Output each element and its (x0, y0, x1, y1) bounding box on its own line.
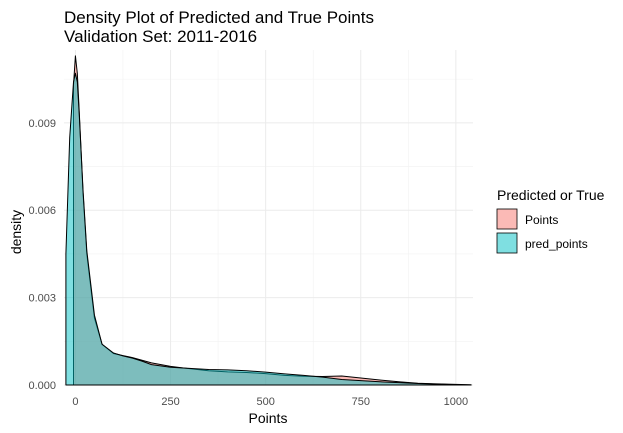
x-tick-label: 750 (352, 396, 370, 408)
y-tick-label: 0.000 (28, 380, 56, 392)
legend-label-points: Points (525, 213, 558, 227)
legend-title: Predicted or True (497, 187, 605, 203)
plot-grid (64, 50, 473, 386)
density-area-points (73, 55, 472, 386)
chart-title: Density Plot of Predicted and True Point… (64, 8, 374, 27)
legend-key-points (496, 208, 518, 230)
x-axis-title: Points (249, 410, 288, 426)
x-tick-label: 1000 (444, 396, 468, 408)
y-tick-label: 0.009 (28, 118, 56, 130)
y-axis-title: density (8, 210, 24, 254)
legend-key-pred-points (496, 232, 518, 254)
chart-subtitle: Validation Set: 2011-2016 (64, 27, 257, 46)
x-axis-ticks: 0 250 500 750 1000 (72, 396, 468, 408)
y-axis-ticks: 0.000 0.003 0.006 0.009 (28, 118, 56, 392)
x-tick-label: 250 (161, 396, 179, 408)
series-layer (65, 55, 472, 386)
legend: Predicted or True Points pred_points (496, 187, 605, 254)
x-tick-label: 0 (72, 396, 78, 408)
y-tick-label: 0.003 (28, 293, 56, 305)
legend-label-pred-points: pred_points (525, 237, 588, 251)
y-tick-label: 0.006 (28, 205, 56, 217)
density-area-pred-points (65, 72, 472, 386)
x-tick-label: 500 (256, 396, 274, 408)
